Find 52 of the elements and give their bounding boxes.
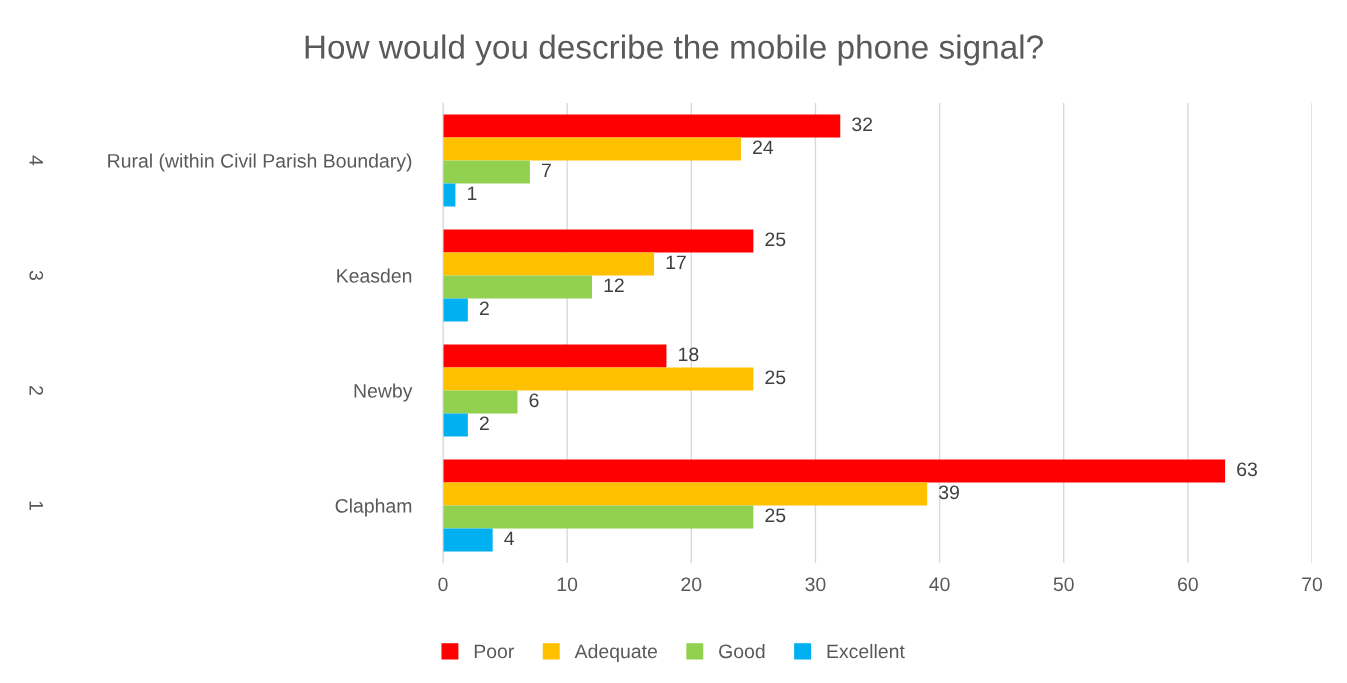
text: 2: [29, 386, 44, 395]
text: 3: [29, 270, 44, 281]
bar: [443, 344, 667, 368]
legend-label: Good: [719, 643, 765, 659]
data-label: 1: [468, 186, 477, 201]
data-label: 6: [529, 393, 539, 408]
bar: [443, 160, 530, 184]
data-label: 63: [1237, 462, 1257, 477]
data-label: 18: [679, 347, 699, 362]
x-tick-label: 40: [929, 577, 950, 592]
data-label: 25: [765, 232, 786, 247]
y-tick-label: Clapham: [335, 498, 412, 517]
data-label: 2: [479, 416, 489, 431]
data-label: 7: [542, 163, 551, 178]
x-tick-label: 70: [1302, 577, 1323, 592]
data-label: 24: [753, 140, 774, 155]
bar: [443, 298, 468, 322]
data-label: 32: [852, 117, 873, 132]
y-tick-label: Keasden: [337, 268, 412, 283]
bar: [443, 367, 754, 391]
data-label: 2: [479, 301, 489, 316]
bar: [443, 505, 754, 529]
legend-label: Adequate: [574, 643, 657, 663]
text: 4: [29, 155, 43, 166]
x-tick-label: 30: [805, 577, 826, 592]
x-tick-label: 10: [557, 577, 578, 592]
data-label: 17: [666, 255, 686, 270]
text: 1: [29, 501, 43, 510]
data-label: 25: [765, 370, 786, 385]
bar: [443, 413, 468, 437]
x-tick-label: 60: [1178, 577, 1198, 592]
data-label: 25: [765, 508, 786, 523]
legend-label: Excellent: [827, 643, 905, 659]
bar: [443, 137, 741, 161]
x-tick-label: 0: [438, 577, 448, 592]
x-tick-label: 50: [1053, 577, 1074, 592]
bar: [443, 114, 841, 138]
data-label: 39: [939, 485, 959, 500]
y-tick-label: Newby: [354, 383, 413, 402]
bar: [443, 528, 493, 552]
chart-title: How would you describe the mobile phone signal?: [305, 34, 1043, 66]
bar: [443, 275, 592, 299]
legend-label: Poor: [474, 644, 514, 659]
y-tick-label: Rural (within Civil Parish Boundary): [108, 153, 412, 172]
bar: [443, 229, 754, 253]
bar: [443, 252, 655, 276]
bar: [443, 390, 518, 414]
bar: [443, 459, 1226, 483]
data-label: 4: [504, 531, 515, 546]
bar: [443, 482, 928, 506]
data-label: 12: [604, 278, 624, 293]
x-tick-label: 20: [681, 577, 702, 592]
